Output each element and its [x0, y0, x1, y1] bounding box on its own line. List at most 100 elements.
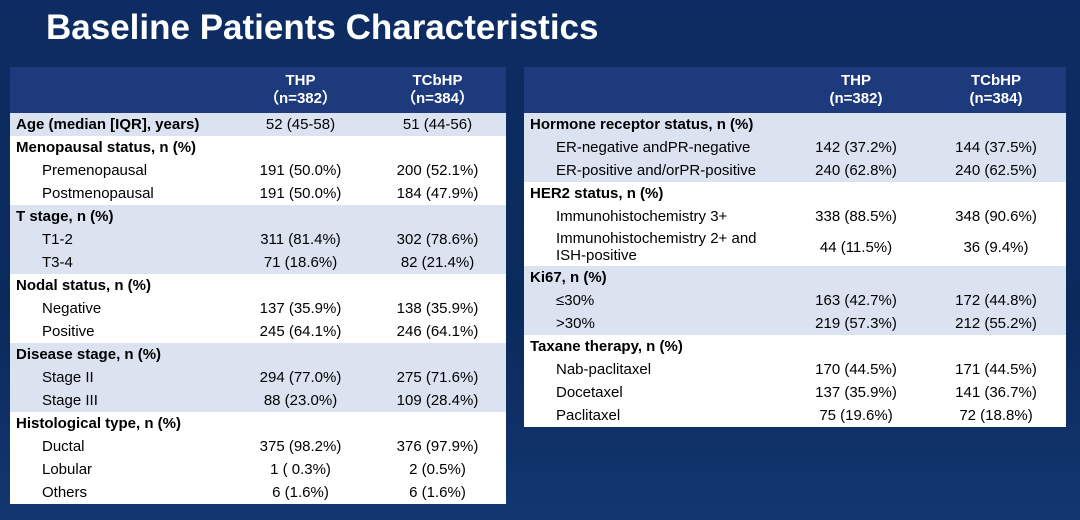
row-label: Premenopausal — [42, 162, 148, 179]
row-label: Lobular — [42, 461, 93, 478]
group-row: T stage, n (%) — [10, 205, 506, 228]
value-cell: 163 (42.7%) — [786, 289, 926, 312]
group-label: T stage, n (%) — [10, 205, 506, 228]
header-cell: THP (n=382) — [786, 67, 926, 113]
value-cell: 36 (9.4%) — [963, 238, 1029, 256]
data-row: T1-2 311 (81.4%) 302 (78.6%) — [10, 228, 506, 251]
value-cell: 171 (44.5%) — [955, 361, 1037, 378]
data-row: Postmenopausal 191 (50.0%) 184 (47.9%) — [10, 182, 506, 205]
row-label: ≤30% — [524, 289, 786, 312]
group-label: Taxane therapy, n (%) — [530, 338, 683, 355]
row-label: Negative — [42, 300, 102, 317]
row-label: ER-positive and/orPR-positive — [524, 159, 786, 182]
data-row: Stage II 294 (77.0%) 275 (71.6%) — [10, 366, 506, 389]
data-row: Lobular 1 ( 0.3%) 2 (0.5%) — [10, 458, 506, 481]
data-row: Docetaxel 137 (35.9%) 141 (36.7%) — [524, 381, 1066, 404]
group-label: HER2 status, n (%) — [530, 185, 664, 202]
data-row: ≤30% 163 (42.7%) 172 (44.8%) — [524, 289, 1066, 312]
arm-name: TCbHP — [412, 72, 463, 89]
header-cell — [524, 67, 786, 113]
row-label: Paclitaxel — [556, 407, 621, 424]
value-cell: 137 (35.9%) — [259, 300, 342, 317]
value-cell: 144 (37.5%) — [926, 136, 1066, 159]
data-row: Immunohistochemistry 2+ and ISH-positive… — [524, 228, 1066, 266]
value-cell: 6 (1.6%) — [409, 484, 466, 501]
group-label: Disease stage, n (%) — [10, 343, 506, 366]
header-cell: TCbHP (n=384) — [926, 67, 1066, 113]
data-row: Immunohistochemistry 3+ 338 (88.5%) 348 (9… — [524, 205, 1066, 228]
row-label: T3-4 — [10, 251, 232, 274]
group-label: Nodal status, n (%) — [16, 277, 152, 294]
arm-n: （n=382） — [264, 90, 337, 107]
arm-name: THP — [285, 72, 316, 89]
group-row: Ki67, n (%) — [524, 266, 1066, 289]
data-row: >30% 219 (57.3%) 212 (55.2%) — [524, 312, 1066, 335]
group-row: Menopausal status, n (%) — [10, 136, 506, 159]
group-row: Age (median [IQR], years) 52 (45-58) 51 (4… — [10, 113, 506, 136]
group-label: Hormone receptor status, n (%) — [524, 113, 1066, 136]
value-cell: 1 ( 0.3%) — [270, 461, 331, 478]
value-cell: 375 (98.2%) — [259, 438, 342, 455]
value-cell: 170 (44.5%) — [815, 361, 897, 378]
data-row: Ductal 375 (98.2%) 376 (97.9%) — [10, 435, 506, 458]
value-cell: 376 (97.9%) — [396, 438, 479, 455]
header-cell: TCbHP （n=384） — [369, 67, 506, 113]
value-cell: 212 (55.2%) — [926, 312, 1066, 335]
value-cell: 137 (35.9%) — [815, 384, 897, 401]
row-label: Postmenopausal — [42, 185, 154, 202]
value-cell: 246 (64.1%) — [396, 323, 479, 340]
arm-n: (n=382) — [829, 90, 883, 107]
row-label: >30% — [524, 312, 786, 335]
value-cell: 88 (23.0%) — [232, 389, 369, 412]
row-label: Immunohistochemistry 2+ and ISH-positive — [556, 230, 757, 264]
arm-name: THP — [841, 72, 871, 89]
value-cell: 71 (18.6%) — [232, 251, 369, 274]
data-row: Positive 245 (64.1%) 246 (64.1%) — [10, 320, 506, 343]
value-cell: 240 (62.5%) — [926, 159, 1066, 182]
data-row: Stage III 88 (23.0%) 109 (28.4%) — [10, 389, 506, 412]
group-row: Disease stage, n (%) — [10, 343, 506, 366]
left-table: THP （n=382） TCbHP （n=384） Age (median [IQR],… — [10, 67, 506, 504]
value-cell: 200 (52.1%) — [396, 162, 479, 179]
value-cell: 138 (35.9%) — [396, 300, 479, 317]
value-cell: 184 (47.9%) — [396, 185, 479, 202]
header-cell: THP （n=382） — [232, 67, 369, 113]
header-row: THP (n=382) TCbHP (n=384) — [524, 67, 1066, 113]
row-label: Immunohistochemistry 3+ — [556, 208, 728, 225]
row-label: ER-negative andPR-negative — [524, 136, 786, 159]
value-cell: 302 (78.6%) — [369, 228, 506, 251]
group-row: HER2 status, n (%) — [524, 182, 1066, 205]
data-row: ER-positive and/orPR-positive 240 (62.8%)… — [524, 159, 1066, 182]
value-cell: 191 (50.0%) — [259, 185, 342, 202]
row-label: Stage III — [10, 389, 232, 412]
data-row: ER-negative andPR-negative 142 (37.2%) 144… — [524, 136, 1066, 159]
slide-title: Baseline Patients Characteristics — [46, 8, 599, 47]
value-cell: 142 (37.2%) — [786, 136, 926, 159]
group-label: Menopausal status, n (%) — [16, 139, 197, 156]
value-cell: 82 (21.4%) — [369, 251, 506, 274]
row-label: Nab-paclitaxel — [556, 361, 652, 378]
right-table: THP (n=382) TCbHP (n=384) Hormone receptor s… — [524, 67, 1066, 427]
value-cell: 75 (19.6%) — [819, 407, 893, 424]
header-row: THP （n=382） TCbHP （n=384） — [10, 67, 506, 113]
value-cell: 245 (64.1%) — [259, 323, 342, 340]
value-cell: 109 (28.4%) — [369, 389, 506, 412]
value-cell: 52 (45-58) — [232, 113, 369, 136]
data-row: Paclitaxel 75 (19.6%) 72 (18.8%) — [524, 404, 1066, 427]
row-label: Others — [42, 484, 88, 501]
value-cell: 172 (44.8%) — [926, 289, 1066, 312]
value-cell: 338 (88.5%) — [815, 208, 897, 225]
value-cell: 6 (1.6%) — [272, 484, 329, 501]
value-cell: 311 (81.4%) — [232, 228, 369, 251]
group-row: Hormone receptor status, n (%) — [524, 113, 1066, 136]
data-row: T3-4 71 (18.6%) 82 (21.4%) — [10, 251, 506, 274]
value-cell: 240 (62.8%) — [786, 159, 926, 182]
value-cell: 2 (0.5%) — [409, 461, 466, 478]
row-label: Docetaxel — [556, 384, 623, 401]
group-label: Histological type, n (%) — [16, 415, 182, 432]
row-label: Ductal — [42, 438, 85, 455]
value-cell: 72 (18.8%) — [959, 407, 1033, 424]
group-row: Nodal status, n (%) — [10, 274, 506, 297]
group-label: Age (median [IQR], years) — [10, 113, 232, 136]
